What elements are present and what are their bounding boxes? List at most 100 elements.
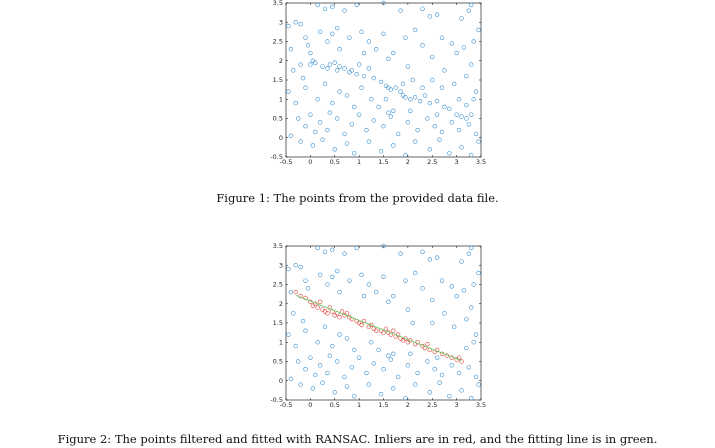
y-tick-label: 0.5 — [273, 358, 283, 366]
y-tick-label: 0.5 — [273, 115, 283, 123]
outlier-point — [391, 386, 396, 391]
outlier-point — [473, 374, 479, 380]
outlier-point — [352, 347, 357, 353]
data-point — [376, 104, 381, 110]
data-point — [300, 75, 306, 81]
inlier-point — [325, 311, 330, 316]
inlier-point — [359, 322, 364, 328]
outlier-point — [359, 272, 364, 278]
outlier-point — [378, 392, 384, 397]
outlier-point — [391, 351, 396, 356]
data-point — [456, 127, 462, 133]
data-point — [476, 27, 481, 33]
data-point — [349, 122, 355, 127]
data-point — [378, 79, 384, 85]
data-point — [356, 62, 362, 67]
data-point — [471, 97, 476, 102]
data-point — [456, 97, 462, 102]
outlier-point — [464, 316, 469, 322]
data-point — [386, 85, 391, 90]
outlier-point — [325, 370, 330, 376]
y-tick-label: 2 — [279, 57, 283, 65]
x-tick-label: 0 — [308, 401, 312, 409]
x-tick-label: 1 — [357, 158, 361, 166]
data-point — [469, 2, 474, 8]
x-tick-label: 2.5 — [427, 158, 437, 166]
data-point — [334, 116, 340, 121]
data-point — [410, 77, 415, 83]
inlier-point — [332, 313, 337, 318]
outlier-point — [461, 288, 467, 293]
outlier-point — [320, 380, 325, 385]
outlier-point — [310, 386, 316, 391]
outlier-point — [469, 395, 474, 401]
data-point — [381, 31, 386, 36]
data-point — [469, 62, 474, 67]
outlier-point — [410, 320, 415, 326]
outlier-point — [317, 363, 323, 368]
y-tick-label: 2.5 — [273, 281, 283, 289]
data-point — [354, 2, 359, 8]
outlier-point — [466, 251, 472, 256]
data-point — [430, 54, 435, 60]
data-point — [325, 127, 330, 133]
outlier-point — [342, 251, 347, 256]
x-tick-label: 3 — [455, 158, 459, 166]
data-point — [332, 60, 337, 65]
data-point — [408, 97, 413, 102]
data-point — [427, 147, 433, 152]
data-point — [298, 139, 303, 144]
data-point — [473, 89, 479, 94]
outlier-point — [300, 318, 306, 324]
inlier-point — [320, 307, 325, 312]
data-point — [320, 64, 325, 69]
data-point — [308, 62, 313, 67]
data-point — [415, 127, 420, 133]
data-point — [327, 110, 333, 115]
data-point — [310, 58, 316, 63]
outlier-point — [434, 255, 440, 260]
outlier-point — [334, 268, 340, 274]
data-point — [403, 35, 408, 40]
outlier-point — [439, 372, 445, 378]
y-tick-label: 1 — [279, 338, 283, 346]
data-point — [466, 8, 472, 13]
outlier-point — [471, 282, 476, 287]
fit-line — [295, 294, 462, 362]
outlier-point — [415, 370, 420, 376]
data-point — [386, 110, 391, 115]
data-point — [334, 68, 340, 73]
outlier-point — [432, 367, 437, 372]
inlier-point — [293, 290, 298, 295]
data-point — [286, 89, 291, 94]
outlier-point — [330, 343, 335, 349]
data-point — [391, 143, 396, 148]
data-point — [386, 56, 391, 62]
data-point — [325, 39, 330, 44]
x-tick-label: 3.5 — [476, 401, 486, 409]
data-point — [393, 85, 398, 90]
data-point — [364, 127, 369, 133]
data-point — [459, 145, 464, 150]
inlier-point — [381, 330, 386, 335]
data-point — [439, 129, 445, 135]
outlier-point — [344, 384, 350, 389]
outlier-point — [288, 290, 294, 295]
outlier-point — [403, 278, 408, 283]
data-point — [442, 68, 447, 73]
outlier-point — [454, 293, 459, 299]
outlier-point — [466, 365, 472, 370]
inlier-point — [356, 320, 362, 326]
data-point — [342, 131, 347, 137]
outlier-point — [386, 299, 391, 305]
data-point — [464, 116, 469, 121]
data-point — [366, 66, 372, 71]
data-point — [366, 39, 372, 44]
data-point — [383, 97, 389, 102]
outlier-point — [403, 395, 408, 401]
outlier-point — [315, 340, 320, 345]
y-tick-label: 2 — [279, 300, 283, 308]
x-tick-label: -0.5 — [280, 401, 293, 409]
data-point — [317, 29, 323, 35]
